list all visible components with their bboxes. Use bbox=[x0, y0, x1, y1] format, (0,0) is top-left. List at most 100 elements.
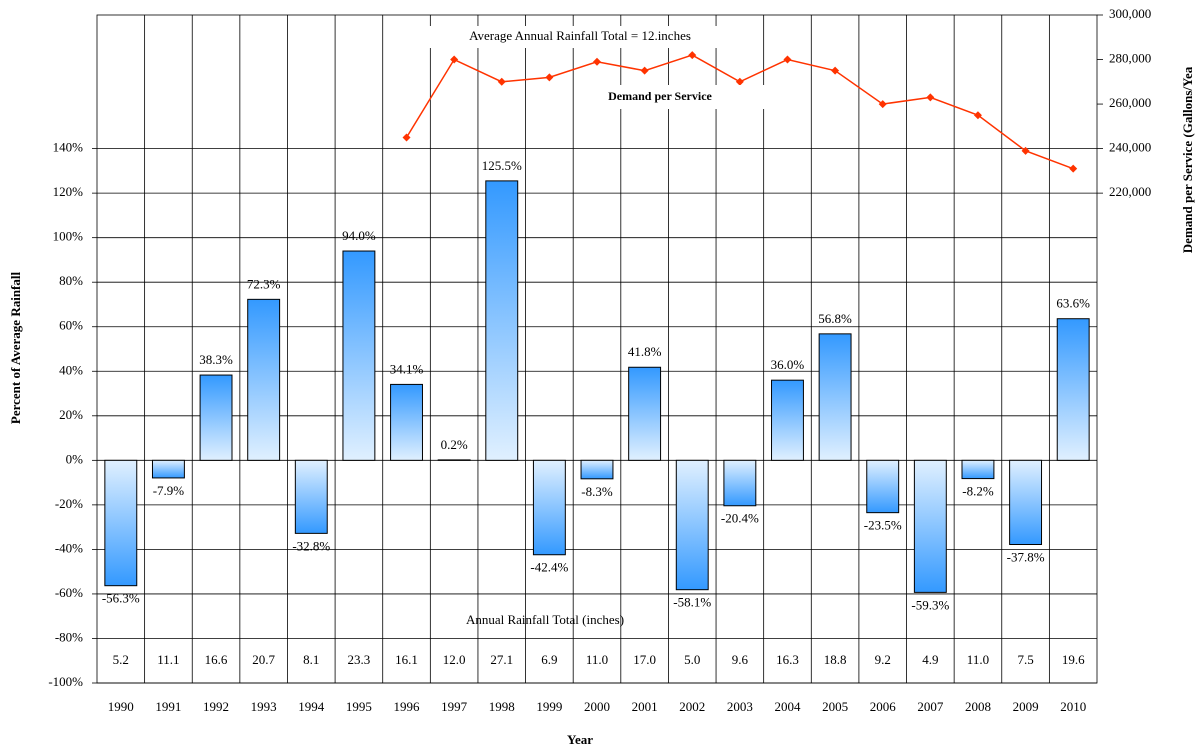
rainfall-value: 11.0 bbox=[586, 652, 608, 667]
bar bbox=[485, 180, 519, 461]
y-tick-label: 120% bbox=[53, 184, 84, 199]
marker bbox=[688, 51, 697, 60]
rainfall-value: 8.1 bbox=[303, 652, 319, 667]
y-tick-label: 140% bbox=[53, 140, 84, 155]
data-label: -59.3% bbox=[911, 597, 949, 612]
data-label: 125.5% bbox=[482, 158, 522, 173]
marker bbox=[450, 55, 459, 64]
x-tick-label: 2009 bbox=[1013, 699, 1039, 714]
data-label: 63.6% bbox=[1056, 296, 1090, 311]
data-label: 34.1% bbox=[390, 361, 424, 376]
rainfall-value: 16.1 bbox=[395, 652, 418, 667]
rainfall-value: 23.3 bbox=[348, 652, 371, 667]
y-tick-label: 20% bbox=[59, 407, 83, 422]
marker bbox=[926, 93, 935, 102]
y-tick-label: 40% bbox=[59, 362, 83, 377]
rainfall-value: 18.8 bbox=[824, 652, 847, 667]
x-tick-label: 1992 bbox=[203, 699, 229, 714]
rainfall-value: 4.9 bbox=[922, 652, 938, 667]
y-tick-label: 80% bbox=[59, 273, 83, 288]
bar bbox=[818, 333, 852, 461]
marker bbox=[735, 77, 744, 86]
marker bbox=[1021, 146, 1030, 155]
x-tick-label: 2003 bbox=[727, 699, 753, 714]
x-tick-label: 2001 bbox=[632, 699, 658, 714]
y-tick-label: -80% bbox=[55, 629, 83, 644]
y-tick-label: -20% bbox=[55, 496, 83, 511]
rainfall-value: 16.6 bbox=[205, 652, 228, 667]
marker bbox=[831, 66, 840, 75]
marker bbox=[1069, 164, 1078, 173]
bar bbox=[532, 459, 566, 556]
data-label: -20.4% bbox=[721, 511, 759, 526]
marker bbox=[973, 111, 982, 120]
rainfall-value: 7.5 bbox=[1017, 652, 1033, 667]
bar bbox=[913, 459, 947, 593]
series-label: Demand per Service bbox=[608, 89, 712, 103]
data-label: 36.0% bbox=[771, 357, 805, 372]
x-tick-label: 1993 bbox=[251, 699, 277, 714]
x-tick-label: 1991 bbox=[155, 699, 181, 714]
x-tick-label: 2000 bbox=[584, 699, 610, 714]
x-tick-label: 1997 bbox=[441, 699, 468, 714]
x-axis-title: Year bbox=[567, 732, 593, 747]
y-tick-label: 0% bbox=[66, 451, 84, 466]
rainfall-value: 17.0 bbox=[633, 652, 656, 667]
data-label: -23.5% bbox=[864, 518, 902, 533]
rainfall-value: 9.6 bbox=[732, 652, 749, 667]
y-tick-label: -60% bbox=[55, 585, 83, 600]
marker bbox=[402, 133, 411, 142]
data-label: -42.4% bbox=[530, 560, 568, 575]
rainfall-value: 27.1 bbox=[490, 652, 513, 667]
y2-tick-label: 240,000 bbox=[1109, 140, 1151, 155]
marker bbox=[497, 77, 506, 86]
data-label: -8.2% bbox=[962, 484, 994, 499]
bar bbox=[199, 374, 233, 461]
bar bbox=[628, 366, 662, 461]
data-label: 94.0% bbox=[342, 228, 376, 243]
data-label: -32.8% bbox=[292, 538, 330, 553]
data-label: -8.3% bbox=[581, 484, 613, 499]
x-tick-label: 1998 bbox=[489, 699, 515, 714]
marker bbox=[878, 100, 887, 109]
marker bbox=[545, 73, 554, 82]
y2-tick-label: 300,000 bbox=[1109, 6, 1151, 21]
bar bbox=[723, 459, 757, 507]
y2-tick-label: 260,000 bbox=[1109, 95, 1151, 110]
bar bbox=[961, 459, 995, 480]
bar bbox=[1056, 318, 1090, 461]
data-label: 38.3% bbox=[199, 352, 233, 367]
bar bbox=[675, 459, 709, 591]
rainfall-label: Annual Rainfall Total (inches) bbox=[466, 612, 624, 627]
x-tick-label: 1996 bbox=[394, 699, 421, 714]
bar bbox=[294, 459, 328, 534]
y-tick-label: -100% bbox=[48, 674, 83, 689]
bar bbox=[771, 379, 804, 461]
x-tick-label: 1994 bbox=[298, 699, 325, 714]
y2-axis-title: Demand per Service (Gallons/Yea bbox=[1180, 66, 1195, 253]
y2-tick-label: 280,000 bbox=[1109, 51, 1151, 66]
bar bbox=[390, 383, 423, 461]
rainfall-value: 6.9 bbox=[541, 652, 557, 667]
plot-frame bbox=[96, 14, 1098, 684]
marker bbox=[593, 57, 601, 66]
y-tick-label: 100% bbox=[53, 229, 84, 244]
rainfall-value: 16.3 bbox=[776, 652, 799, 667]
annotation: Average Annual Rainfall Total = 12.inche… bbox=[469, 28, 691, 43]
x-tick-label: 1990 bbox=[108, 699, 134, 714]
data-label: -56.3% bbox=[102, 591, 140, 606]
y-axis-title: Percent of Average Rainfall bbox=[8, 272, 23, 425]
x-tick-label: 2005 bbox=[822, 699, 848, 714]
x-tick-label: 2008 bbox=[965, 699, 991, 714]
x-tick-label: 2007 bbox=[917, 699, 944, 714]
rainfall-value: 5.0 bbox=[684, 652, 700, 667]
marker bbox=[783, 55, 792, 64]
y2-tick-label: 220,000 bbox=[1109, 184, 1151, 199]
marker bbox=[640, 66, 649, 75]
x-tick-label: 2006 bbox=[870, 699, 897, 714]
bar bbox=[151, 459, 185, 479]
bar bbox=[1009, 459, 1043, 546]
label-bg bbox=[575, 85, 765, 109]
rainfall-value: 12.0 bbox=[443, 652, 466, 667]
rainfall-value: 11.1 bbox=[157, 652, 179, 667]
